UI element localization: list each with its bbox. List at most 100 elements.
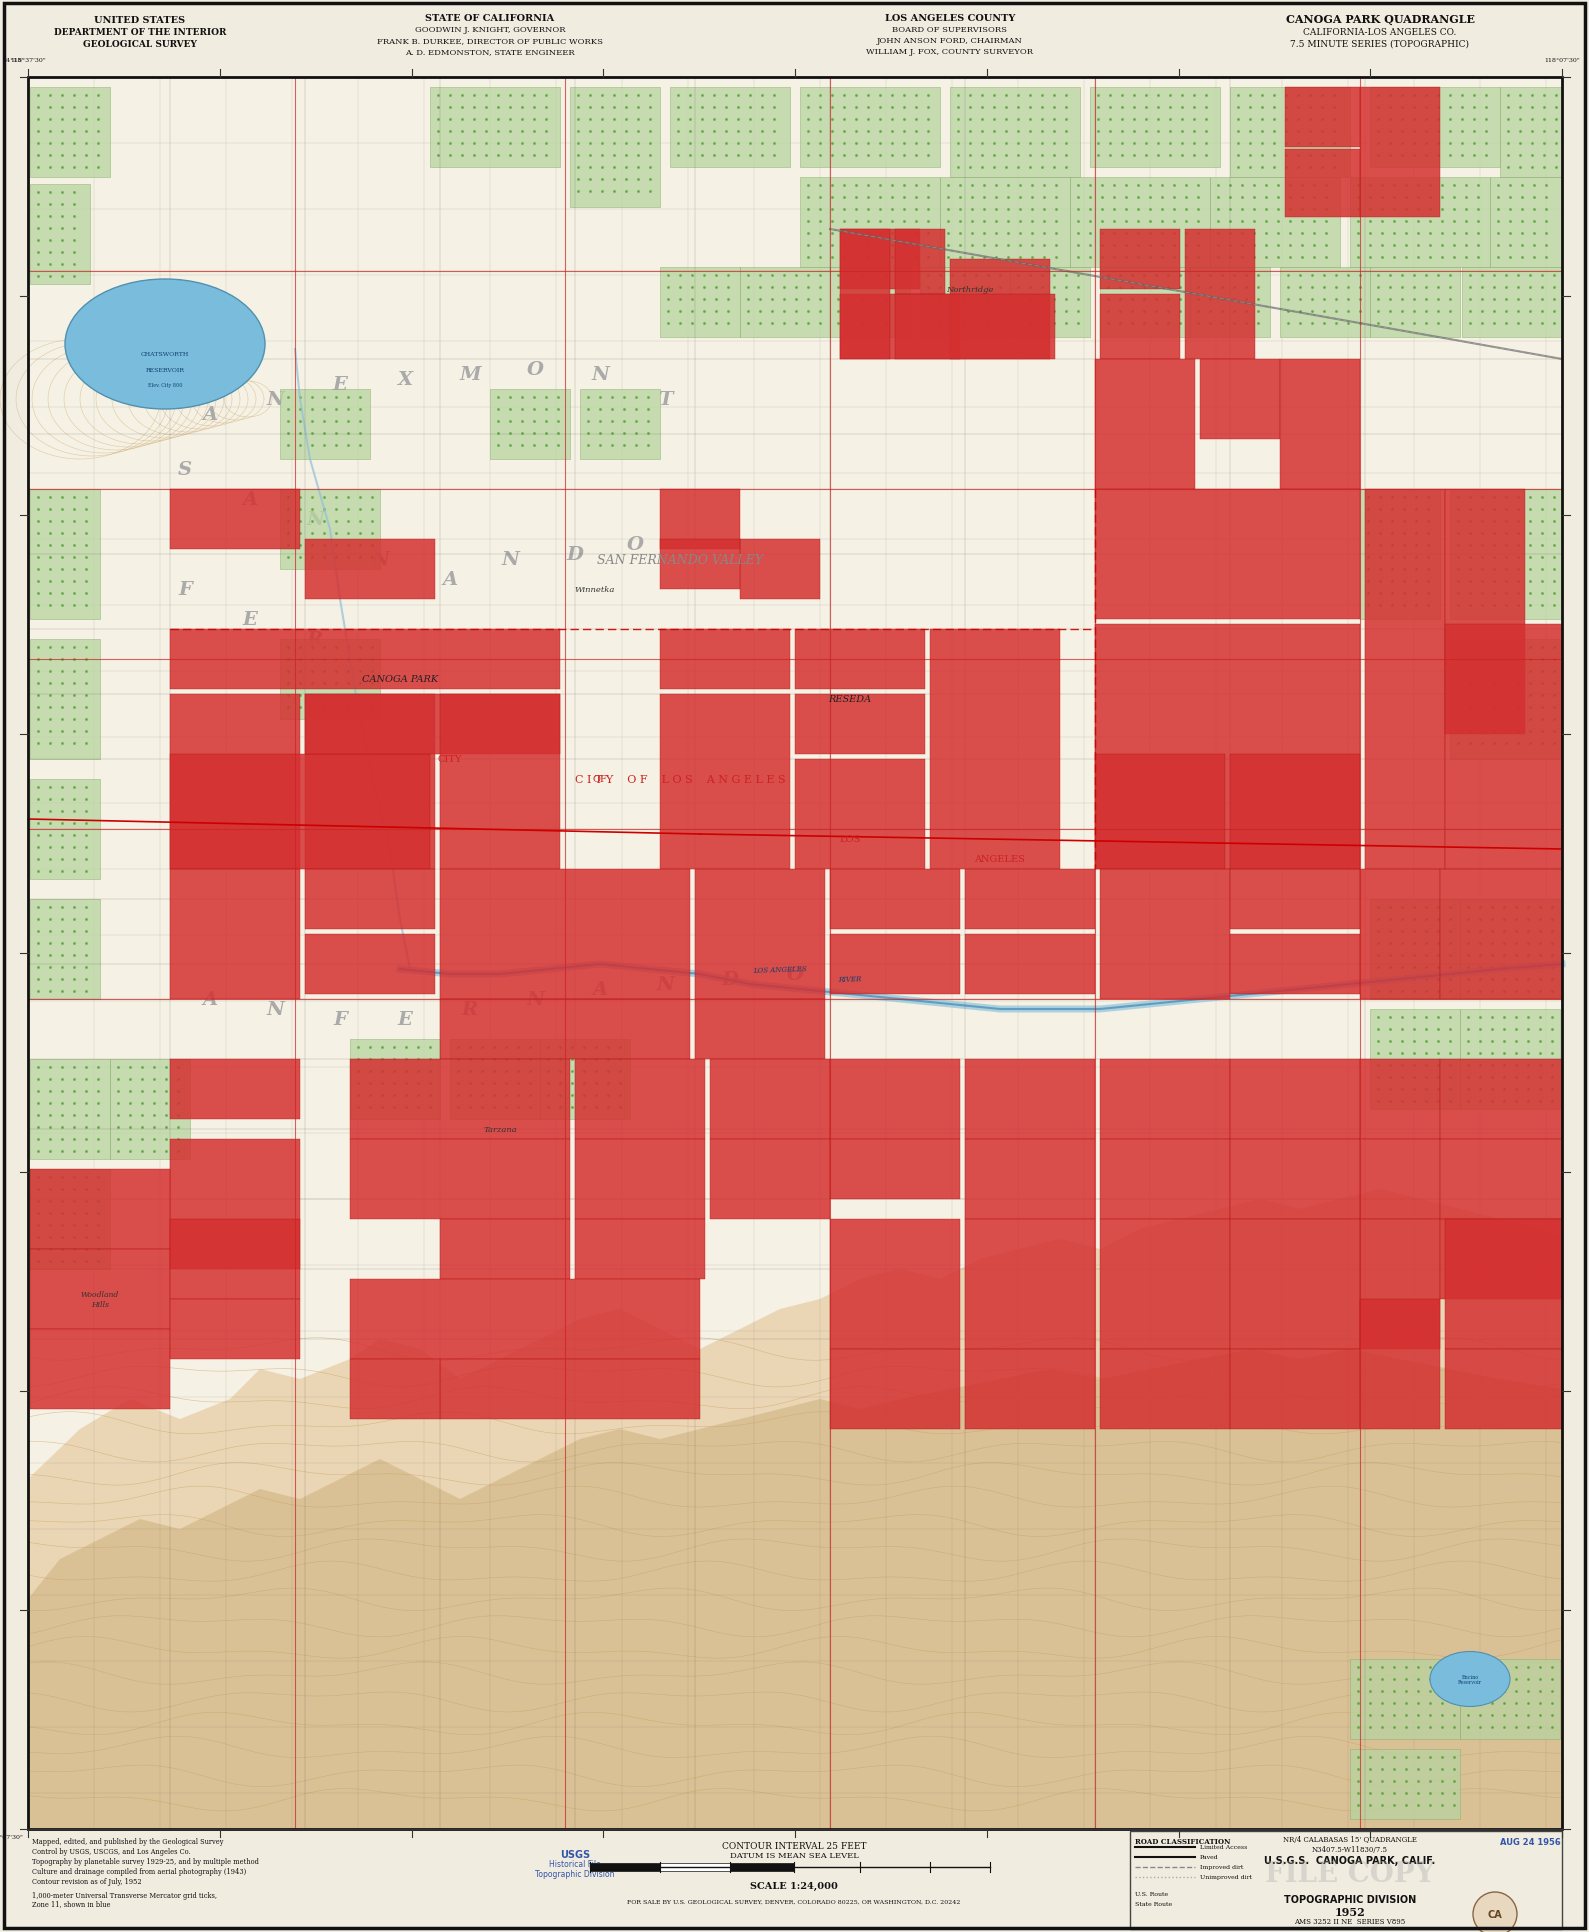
Bar	[1360, 1300, 1440, 1430]
Bar	[1100, 296, 1181, 359]
Text: A: A	[202, 991, 218, 1009]
Bar	[1230, 1219, 1360, 1349]
Bar	[1185, 230, 1255, 359]
Bar	[1370, 269, 1460, 338]
Bar	[350, 1059, 570, 1140]
Bar	[965, 1140, 1095, 1219]
Bar	[1100, 269, 1190, 338]
Bar	[829, 1219, 960, 1349]
Bar	[1230, 755, 1360, 869]
Bar	[1370, 900, 1460, 999]
Bar	[841, 230, 890, 359]
Text: TOPOGRAPHIC DIVISION: TOPOGRAPHIC DIVISION	[1284, 1893, 1416, 1905]
Bar	[350, 1039, 440, 1119]
Bar	[794, 630, 925, 690]
Bar	[305, 935, 435, 995]
Text: SAN FERNANDO VALLEY: SAN FERNANDO VALLEY	[597, 553, 763, 566]
Text: AUG 24 1956: AUG 24 1956	[1500, 1837, 1560, 1847]
Bar	[1500, 89, 1562, 178]
Bar	[794, 759, 925, 869]
Bar	[1360, 489, 1440, 620]
Text: T: T	[658, 390, 672, 410]
Bar	[895, 230, 945, 296]
Text: DATUM IS MEAN SEA LEVEL: DATUM IS MEAN SEA LEVEL	[729, 1851, 858, 1859]
Bar	[575, 1219, 706, 1279]
Bar	[740, 539, 820, 599]
Bar	[965, 869, 1095, 929]
Text: Improved dirt: Improved dirt	[1200, 1864, 1243, 1870]
Bar	[280, 390, 370, 460]
Bar	[170, 1140, 300, 1269]
Bar	[1444, 624, 1562, 869]
Bar	[1011, 269, 1090, 338]
Bar	[1095, 489, 1360, 620]
Text: 1952: 1952	[1335, 1907, 1365, 1917]
Text: Encino
Reservoir: Encino Reservoir	[1459, 1673, 1483, 1685]
Text: A: A	[202, 406, 218, 423]
Text: CITY: CITY	[437, 755, 462, 763]
Bar	[1360, 1219, 1440, 1349]
Text: F: F	[334, 1010, 346, 1028]
Bar	[30, 1250, 170, 1329]
Text: C I T Y    O F    L O S    A N G E L E S: C I T Y O F L O S A N G E L E S	[575, 775, 785, 784]
Bar	[1230, 89, 1351, 178]
Text: A: A	[442, 570, 458, 589]
Text: ROAD CLASSIFICATION: ROAD CLASSIFICATION	[1135, 1837, 1230, 1845]
Text: N: N	[591, 365, 609, 384]
Text: O: O	[526, 361, 543, 379]
Bar	[1370, 1010, 1460, 1109]
Text: F: F	[178, 582, 192, 599]
Bar	[1100, 1219, 1230, 1349]
Bar	[489, 390, 570, 460]
Text: SCALE 1:24,000: SCALE 1:24,000	[750, 1882, 837, 1889]
Text: FRANK B. DURKEE, DIRECTOR OF PUBLIC WORKS: FRANK B. DURKEE, DIRECTOR OF PUBLIC WORK…	[377, 37, 602, 44]
Bar	[170, 755, 431, 869]
Bar	[965, 1349, 1095, 1430]
Text: X: X	[397, 371, 413, 388]
Ellipse shape	[1430, 1652, 1510, 1706]
Text: Limited Access: Limited Access	[1200, 1845, 1247, 1849]
Text: DEPARTMENT OF THE INTERIOR: DEPARTMENT OF THE INTERIOR	[54, 27, 226, 37]
Text: 7.5 MINUTE SERIES (TOPOGRAPHIC): 7.5 MINUTE SERIES (TOPOGRAPHIC)	[1290, 41, 1470, 48]
Text: N: N	[265, 390, 284, 410]
Text: FOR SALE BY U.S. GEOLOGICAL SURVEY, DENVER, COLORADO 80225, OR WASHINGTON, D.C. : FOR SALE BY U.S. GEOLOGICAL SURVEY, DENV…	[628, 1899, 961, 1905]
Bar	[1281, 359, 1360, 489]
Bar	[1360, 1059, 1440, 1140]
Text: Culture and drainage compiled from aerial photography (1943): Culture and drainage compiled from aeria…	[32, 1866, 246, 1876]
Text: O: O	[787, 966, 804, 983]
Bar	[1460, 1010, 1560, 1109]
Text: CALIFORNIA-LOS ANGELES CO.: CALIFORNIA-LOS ANGELES CO.	[1303, 27, 1457, 37]
Text: Topography by planetable survey 1929-25, and by multiple method: Topography by planetable survey 1929-25,…	[32, 1857, 259, 1864]
Bar	[440, 1360, 701, 1420]
Text: STATE OF CALIFORNIA: STATE OF CALIFORNIA	[426, 14, 555, 23]
Bar	[1069, 178, 1209, 269]
Bar	[1095, 624, 1360, 869]
Bar	[1230, 935, 1360, 995]
Text: CONTOUR INTERVAL 25 FEET: CONTOUR INTERVAL 25 FEET	[721, 1841, 866, 1851]
Text: CANOGA PARK: CANOGA PARK	[362, 674, 439, 684]
Ellipse shape	[65, 280, 265, 410]
Bar	[170, 1219, 300, 1300]
Text: Historical File: Historical File	[550, 1859, 601, 1868]
Bar	[575, 1059, 706, 1140]
Text: Control by USGS, USCGS, and Los Angeles Co.: Control by USGS, USCGS, and Los Angeles …	[32, 1847, 191, 1855]
Text: E: E	[243, 611, 257, 628]
Bar	[440, 999, 690, 1059]
Bar	[965, 935, 1095, 995]
Bar	[580, 390, 659, 460]
Text: U.S.G.S.  CANOGA PARK, CALIF.: U.S.G.S. CANOGA PARK, CALIF.	[1265, 1855, 1435, 1864]
Bar	[170, 696, 300, 869]
Text: BOARD OF SUPERVISORS: BOARD OF SUPERVISORS	[893, 25, 1007, 35]
Bar	[1440, 1219, 1562, 1300]
Text: Tarzana: Tarzana	[483, 1126, 516, 1134]
Text: N: N	[307, 510, 324, 529]
Bar	[1440, 1140, 1562, 1219]
Bar	[440, 696, 559, 869]
Bar	[280, 489, 380, 570]
Bar	[694, 869, 825, 999]
Text: RESEDA: RESEDA	[828, 696, 871, 703]
Bar	[659, 696, 790, 869]
Text: S: S	[178, 460, 192, 479]
Text: 118°37'30": 118°37'30"	[10, 58, 46, 64]
Bar	[170, 869, 300, 999]
